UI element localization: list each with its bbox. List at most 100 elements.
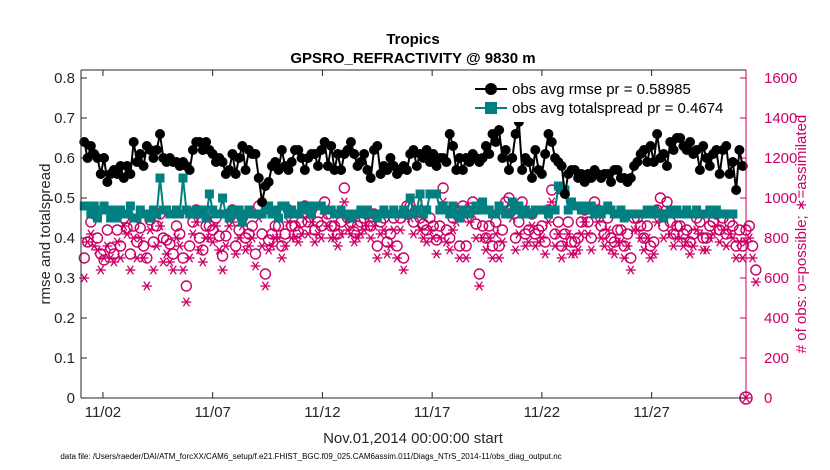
asterisk-stroke [475,281,483,291]
possible-point [124,248,137,260]
asterisk-stroke [594,217,602,227]
possible-point [206,224,219,236]
asterisk-stroke [732,253,740,263]
assimilated-point [559,241,570,251]
spread-point [214,209,224,219]
asterisk-stroke [400,265,408,275]
assimilated-point [220,241,231,251]
y-tick-label-right: 1600 [764,70,797,87]
assimilated-point [573,245,584,255]
asterisk-stroke [485,233,493,243]
assimilated-point [550,241,561,251]
assimilated-point [332,241,343,251]
possible-point [671,220,683,232]
asterisk-stroke [670,241,678,251]
spread-point [155,173,165,183]
asterisk-stroke [370,221,378,231]
rmse-point [737,161,748,171]
possible-point [743,220,755,232]
possible-point [249,248,262,260]
assimilated-point [191,217,202,227]
spread-point [586,201,596,211]
x-tick-label: 11/17 [414,404,450,421]
possible-point [634,220,647,232]
assimilated-point [510,245,521,255]
spread-point [83,201,93,211]
asterisk-stroke [84,237,92,247]
asterisk-stroke [298,229,306,239]
asterisk-stroke [113,237,121,247]
asterisk-stroke [472,233,480,243]
rmse-point [359,149,370,159]
assimilated-point [448,225,459,235]
asterisk-stroke [627,265,635,275]
assimilated-point [513,229,524,239]
asterisk-stroke [551,241,559,251]
possible-point [95,248,107,260]
legend-spread-marker [485,102,497,114]
asterisk-stroke [465,217,473,227]
asterisk-stroke [653,217,661,227]
asterisk-stroke [103,241,111,251]
rmse-point [401,165,412,175]
spread-point [234,205,244,215]
x-tick-label: 11/07 [194,404,230,421]
spread-point [474,205,484,215]
spread-point [102,205,112,215]
rmse-point [543,129,554,139]
assimilated-point [92,245,103,255]
rmse-point [500,145,511,155]
legend-rmse-marker [485,83,497,95]
assimilated-point [648,249,659,259]
rmse-point [372,141,383,151]
rmse-point [234,153,245,163]
assimilated-point [283,217,294,227]
spread-point [563,205,573,215]
y-tick-label: 0.7 [54,110,75,127]
asterisk-stroke [192,217,200,227]
asterisk-stroke [116,253,125,263]
asterisk-stroke [650,249,658,259]
assimilated-point [306,217,317,227]
assimilated-point [115,253,126,263]
spread-point [550,205,560,215]
possible-point [565,236,578,248]
asterisk-stroke [597,233,605,243]
assimilated-point [171,233,182,243]
assimilated-point [540,249,551,259]
possible-point [289,220,301,232]
possible-point [164,238,176,250]
rmse-point [99,153,110,163]
possible-point [285,220,298,232]
asterisk-stroke [660,233,668,243]
assimilated-point [250,261,261,271]
asterisk-stroke [383,249,391,259]
rmse-point [494,125,505,135]
possible-point [114,240,127,252]
spread-point [109,205,119,215]
assimilated-point [490,229,501,239]
assimilated-point [579,217,590,227]
assimilated-point [431,249,442,259]
assimilated-point [210,221,221,231]
rmse-point [556,161,567,171]
rmse-point [184,165,195,175]
assimilated-point [197,257,208,267]
spread-point [412,205,422,215]
assimilated-point [461,253,472,263]
rmse-point [349,149,360,159]
asterisk-stroke [278,253,286,263]
possible-point [473,268,486,280]
chart-title: Tropics [386,31,439,48]
rmse-point [497,153,508,163]
asterisk-stroke [620,253,628,263]
asterisk-stroke [716,237,724,247]
assimilated-point [372,253,383,263]
possible-point [137,240,150,252]
asterisk-stroke [488,253,497,263]
asterisk-stroke [729,233,737,243]
spread-point [122,209,132,219]
assimilated-point [280,241,291,251]
data-file-note: data file: /Users/raeder/DAI/ATM_forcXX/… [60,452,561,461]
